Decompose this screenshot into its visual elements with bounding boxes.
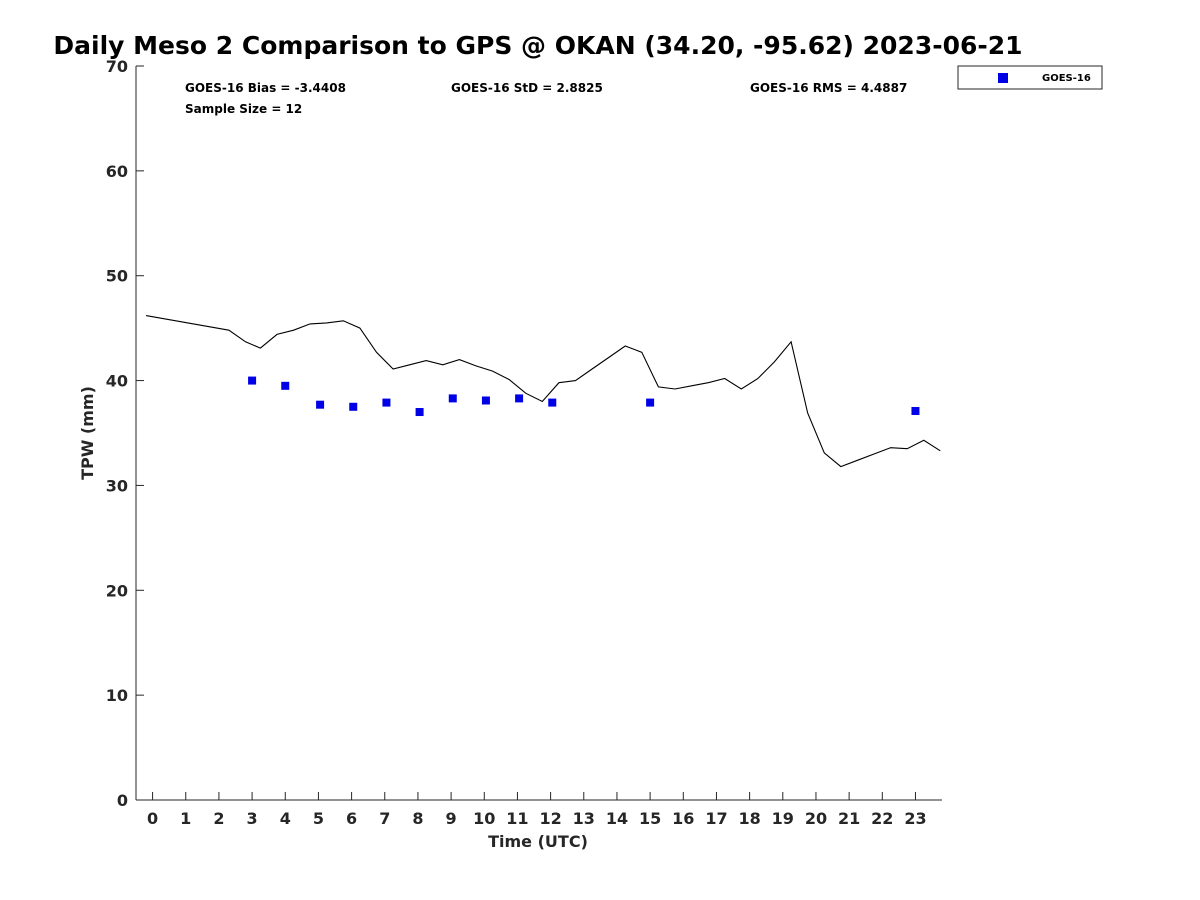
goes16-point [448,394,457,403]
x-axis-ticks: 0 1 2 3 4 5 6 7 8 9 10 11 12 13 14 15 16 17 18 19 20 21 22 23 [147,792,927,828]
legend-marker-goes16 [998,73,1008,83]
x-tick-label: 20 [805,809,827,828]
x-tick-label: 7 [379,809,390,828]
stat-bias: GOES-16 Bias = -3.4408 [185,81,346,95]
stat-std: GOES-16 StD = 2.8825 [451,81,603,95]
stat-rms: GOES-16 RMS = 4.4887 [750,81,907,95]
plot-series [145,315,941,468]
x-tick-label: 4 [280,809,291,828]
x-tick-label: 12 [539,809,561,828]
x-tick-label: 6 [346,809,357,828]
goes16-point [316,400,325,409]
legend: GOES-16 [957,65,1103,90]
x-tick-label: 10 [473,809,495,828]
goes16-point [646,398,655,407]
x-axis-label: Time (UTC) [488,832,588,851]
y-axis-ticks: 0 10 20 30 40 50 60 70 [106,57,144,810]
x-tick-label: 19 [772,809,794,828]
gps-tpw-line [145,315,941,468]
legend-box [957,65,1103,90]
y-axis-label: TPW (mm) [78,386,97,480]
x-tick-label: 16 [672,809,694,828]
x-tick-label: 9 [446,809,457,828]
goes16-point [382,398,391,407]
stat-sample-size: Sample Size = 12 [185,102,302,116]
goes16-point [281,381,290,390]
x-tick-label: 0 [147,809,158,828]
x-tick-label: 3 [247,809,258,828]
y-tick-label: 20 [106,581,128,600]
goes16-point [481,396,490,405]
goes16-point [515,394,524,403]
axes [135,66,942,801]
x-tick-label: 17 [705,809,727,828]
y-tick-label: 30 [106,476,128,495]
y-tick-label: 50 [106,267,128,286]
x-tick-label: 11 [506,809,528,828]
x-tick-label: 15 [639,809,661,828]
x-tick-label: 23 [904,809,926,828]
y-tick-label: 0 [117,791,128,810]
legend-label-goes16: GOES-16 [1042,73,1091,84]
x-tick-label: 13 [573,809,595,828]
x-tick-label: 18 [738,809,760,828]
x-tick-label: 8 [412,809,423,828]
goes16-point [548,398,557,407]
x-tick-label: 22 [871,809,893,828]
y-tick-label: 70 [106,57,128,76]
x-tick-label: 5 [313,809,324,828]
x-tick-label: 21 [838,809,860,828]
x-tick-label: 2 [213,809,224,828]
y-tick-label: 40 [106,372,128,391]
y-tick-label: 60 [106,162,128,181]
goes16-point [911,406,920,415]
x-tick-label: 14 [606,809,628,828]
x-tick-label: 1 [180,809,191,828]
goes16-point [415,408,424,417]
goes16-point [349,402,358,411]
y-tick-label: 10 [106,686,128,705]
chart-title: Daily Meso 2 Comparison to GPS @ OKAN (3… [53,31,1022,60]
goes16-point [248,376,257,385]
